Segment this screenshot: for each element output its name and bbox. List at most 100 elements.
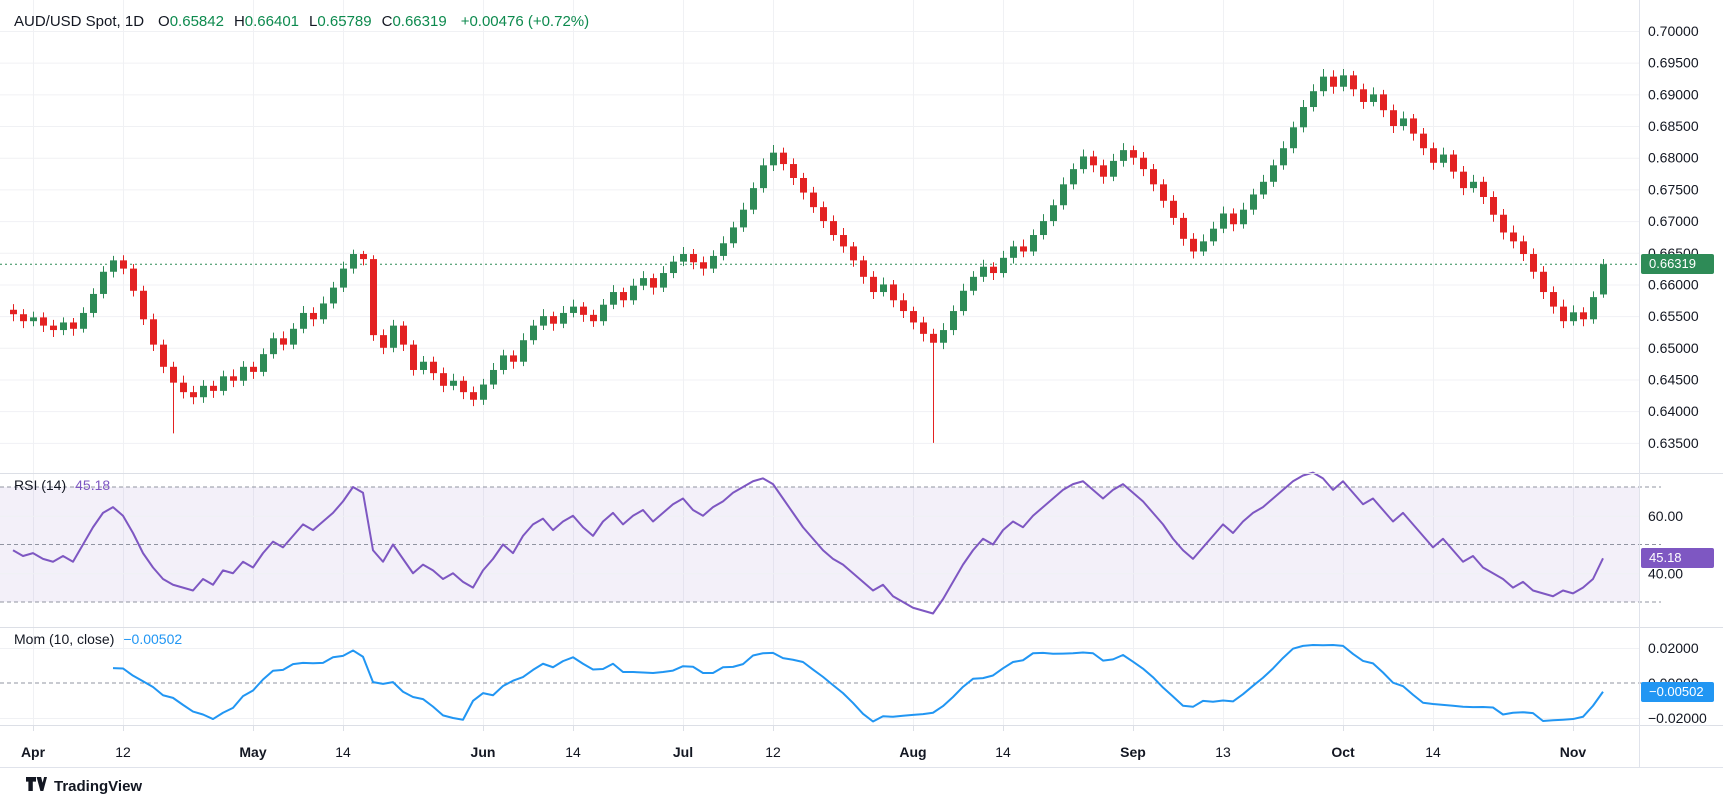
candle[interactable]	[290, 323, 297, 350]
candle[interactable]	[990, 262, 997, 281]
candle[interactable]	[1570, 305, 1577, 326]
candle[interactable]	[320, 296, 327, 324]
candle[interactable]	[770, 145, 777, 172]
candle[interactable]	[1110, 153, 1117, 182]
candle[interactable]	[520, 333, 527, 367]
candle[interactable]	[440, 367, 447, 393]
candle[interactable]	[1270, 159, 1277, 187]
candle[interactable]	[570, 299, 577, 318]
candle[interactable]	[240, 361, 247, 386]
candle[interactable]	[40, 312, 47, 332]
candle[interactable]	[1100, 159, 1107, 184]
candle[interactable]	[790, 158, 797, 185]
candle[interactable]	[450, 373, 457, 391]
candle[interactable]	[300, 305, 307, 334]
candle[interactable]	[60, 317, 67, 336]
candle[interactable]	[1190, 233, 1197, 259]
candle[interactable]	[120, 255, 127, 275]
candle[interactable]	[190, 385, 197, 405]
candle[interactable]	[1140, 152, 1147, 177]
candle[interactable]	[370, 255, 377, 341]
candle[interactable]	[1010, 240, 1017, 264]
candle[interactable]	[700, 256, 707, 276]
candle[interactable]	[1550, 286, 1557, 314]
candle[interactable]	[1310, 84, 1317, 112]
candle[interactable]	[1300, 100, 1307, 133]
candle[interactable]	[1350, 70, 1357, 97]
candle[interactable]	[1440, 147, 1447, 168]
candle[interactable]	[490, 363, 497, 389]
candle[interactable]	[720, 236, 727, 261]
candle[interactable]	[360, 250, 367, 266]
candle[interactable]	[1560, 299, 1567, 329]
candle[interactable]	[1040, 214, 1047, 240]
candle[interactable]	[530, 319, 537, 345]
symbol-title[interactable]: AUD/USD Spot, 1D	[14, 13, 145, 30]
candle[interactable]	[510, 350, 517, 369]
candle[interactable]	[330, 281, 337, 309]
candle[interactable]	[1430, 142, 1437, 170]
candle[interactable]	[1200, 234, 1207, 256]
candle[interactable]	[680, 247, 687, 267]
candle[interactable]	[600, 299, 607, 326]
candle[interactable]	[1420, 127, 1427, 156]
candle[interactable]	[170, 361, 177, 434]
candle[interactable]	[70, 318, 77, 336]
candle[interactable]	[110, 255, 117, 278]
candle[interactable]	[550, 311, 557, 331]
candle[interactable]	[750, 182, 757, 215]
candle[interactable]	[220, 370, 227, 396]
candle[interactable]	[140, 285, 147, 325]
candle[interactable]	[810, 186, 817, 213]
candle[interactable]	[350, 249, 357, 274]
candle[interactable]	[1540, 266, 1547, 300]
candle[interactable]	[340, 261, 347, 293]
candle[interactable]	[1280, 141, 1287, 170]
candle[interactable]	[20, 309, 27, 329]
plot-area[interactable]	[0, 0, 1639, 725]
candle[interactable]	[1030, 229, 1037, 256]
candle[interactable]	[1390, 104, 1397, 134]
candle[interactable]	[1530, 248, 1537, 279]
candle[interactable]	[1370, 87, 1377, 107]
candle[interactable]	[620, 287, 627, 308]
candle[interactable]	[1480, 176, 1487, 204]
candle[interactable]	[590, 309, 597, 327]
candle[interactable]	[760, 158, 767, 193]
candle[interactable]	[1580, 307, 1587, 327]
candle[interactable]	[1160, 179, 1167, 208]
candle[interactable]	[50, 319, 57, 338]
candle[interactable]	[260, 348, 267, 377]
candle[interactable]	[1460, 165, 1467, 196]
candle[interactable]	[1060, 177, 1067, 210]
candle[interactable]	[1080, 149, 1087, 174]
candle[interactable]	[1260, 174, 1267, 199]
candle[interactable]	[610, 285, 617, 310]
candle[interactable]	[890, 280, 897, 308]
candle[interactable]	[670, 255, 677, 279]
candle[interactable]	[1490, 191, 1497, 222]
candle[interactable]	[920, 316, 927, 342]
candle[interactable]	[280, 331, 287, 351]
candle[interactable]	[1120, 143, 1127, 167]
candle[interactable]	[960, 283, 967, 316]
candle[interactable]	[1400, 111, 1407, 131]
candle[interactable]	[150, 313, 157, 351]
candle[interactable]	[830, 215, 837, 241]
candle[interactable]	[580, 302, 587, 322]
candle[interactable]	[1330, 70, 1337, 94]
candle[interactable]	[410, 340, 417, 376]
candle[interactable]	[1510, 225, 1517, 249]
candle[interactable]	[1500, 209, 1507, 240]
candle[interactable]	[1520, 235, 1527, 261]
candle[interactable]	[100, 266, 107, 299]
candle[interactable]	[940, 323, 947, 350]
candle[interactable]	[1590, 291, 1597, 324]
candle[interactable]	[740, 202, 747, 232]
candle[interactable]	[840, 228, 847, 253]
candle[interactable]	[910, 306, 917, 330]
candle[interactable]	[470, 386, 477, 407]
candle[interactable]	[80, 307, 87, 333]
candle[interactable]	[1290, 121, 1297, 154]
momentum-label[interactable]: Mom (10, close)	[14, 631, 115, 647]
